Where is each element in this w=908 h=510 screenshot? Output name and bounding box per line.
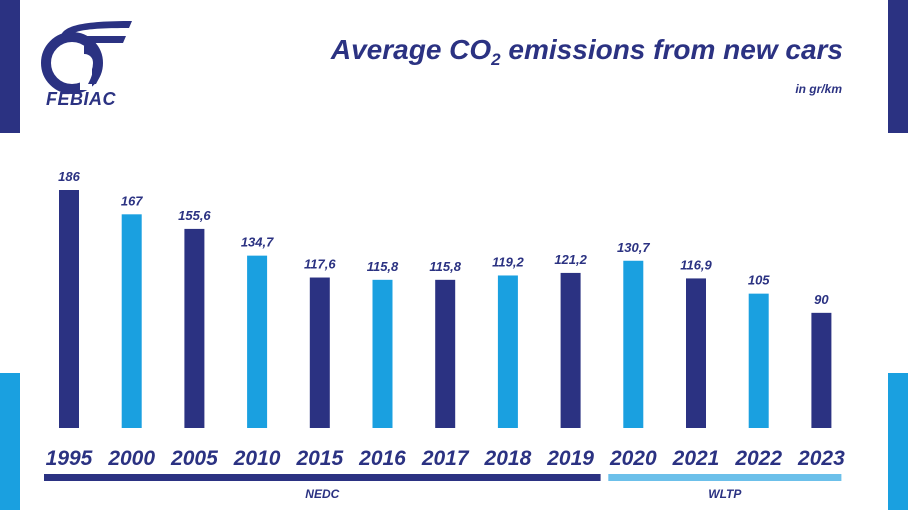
febiac-logo-icon (41, 21, 132, 94)
bar-2022 (748, 293, 769, 428)
group-bar-wltp (608, 474, 842, 481)
left-bottom-edge-band (0, 373, 20, 510)
group-label-wltp: WLTP (708, 487, 742, 501)
value-label-2010: 134,7 (241, 235, 274, 250)
unit-label: in gr/km (795, 82, 842, 96)
tick-label-2010: 2010 (233, 447, 281, 470)
bar-2021 (686, 278, 706, 428)
title-rest: emissions from new cars (500, 34, 843, 65)
value-label-1995: 186 (58, 169, 80, 184)
value-label-2000: 167 (121, 193, 143, 208)
value-label-2017: 115,8 (429, 259, 461, 274)
value-label-2021: 116,9 (680, 257, 712, 272)
value-label-2005: 155,6 (178, 208, 211, 223)
logo-text: FEBIAC (46, 89, 116, 109)
tick-label-2021: 2021 (672, 447, 720, 470)
value-label-2015: 117,6 (304, 257, 336, 272)
tick-label-2020: 2020 (609, 447, 657, 470)
tick-label-1995: 1995 (46, 447, 93, 470)
bar-2018 (497, 275, 518, 428)
bar-2005 (184, 228, 205, 428)
tick-label-2018: 2018 (484, 447, 532, 470)
group-bar-nedc (44, 474, 601, 481)
bar-1995 (59, 190, 79, 428)
value-label-2018: 119,2 (492, 254, 524, 269)
tick-label-2017: 2017 (421, 447, 470, 470)
tick-label-2000: 2000 (107, 447, 155, 470)
left-top-edge-band (0, 0, 20, 133)
value-label-2016: 115,8 (367, 259, 399, 274)
bar-2016 (372, 279, 393, 428)
tick-label-2022: 2022 (734, 447, 782, 470)
bar-2015 (309, 277, 330, 428)
tick-label-2005: 2005 (170, 447, 218, 470)
tick-label-2015: 2015 (295, 447, 343, 470)
bar-2010 (247, 255, 268, 428)
chart-title: Average CO2 emissions from new cars (331, 34, 843, 70)
value-label-2022: 105 (748, 273, 770, 288)
group-label-nedc: NEDC (305, 487, 339, 501)
value-label-2020: 130,7 (617, 240, 650, 255)
title-subscript: 2 (491, 50, 501, 69)
bar-2000 (121, 214, 142, 428)
tick-label-2016: 2016 (358, 447, 406, 470)
title-main: Average CO (330, 34, 492, 65)
bar-2023 (811, 312, 832, 428)
bar-2017 (435, 279, 456, 428)
tick-label-2019: 2019 (546, 447, 594, 470)
value-label-2019: 121,2 (554, 252, 587, 267)
bar-2020 (623, 260, 644, 428)
value-label-2023: 90 (814, 292, 829, 307)
right-top-edge-band (888, 0, 908, 133)
right-bottom-edge-band (888, 373, 908, 510)
bar-2019 (560, 272, 581, 428)
tick-label-2023: 2023 (797, 447, 845, 470)
